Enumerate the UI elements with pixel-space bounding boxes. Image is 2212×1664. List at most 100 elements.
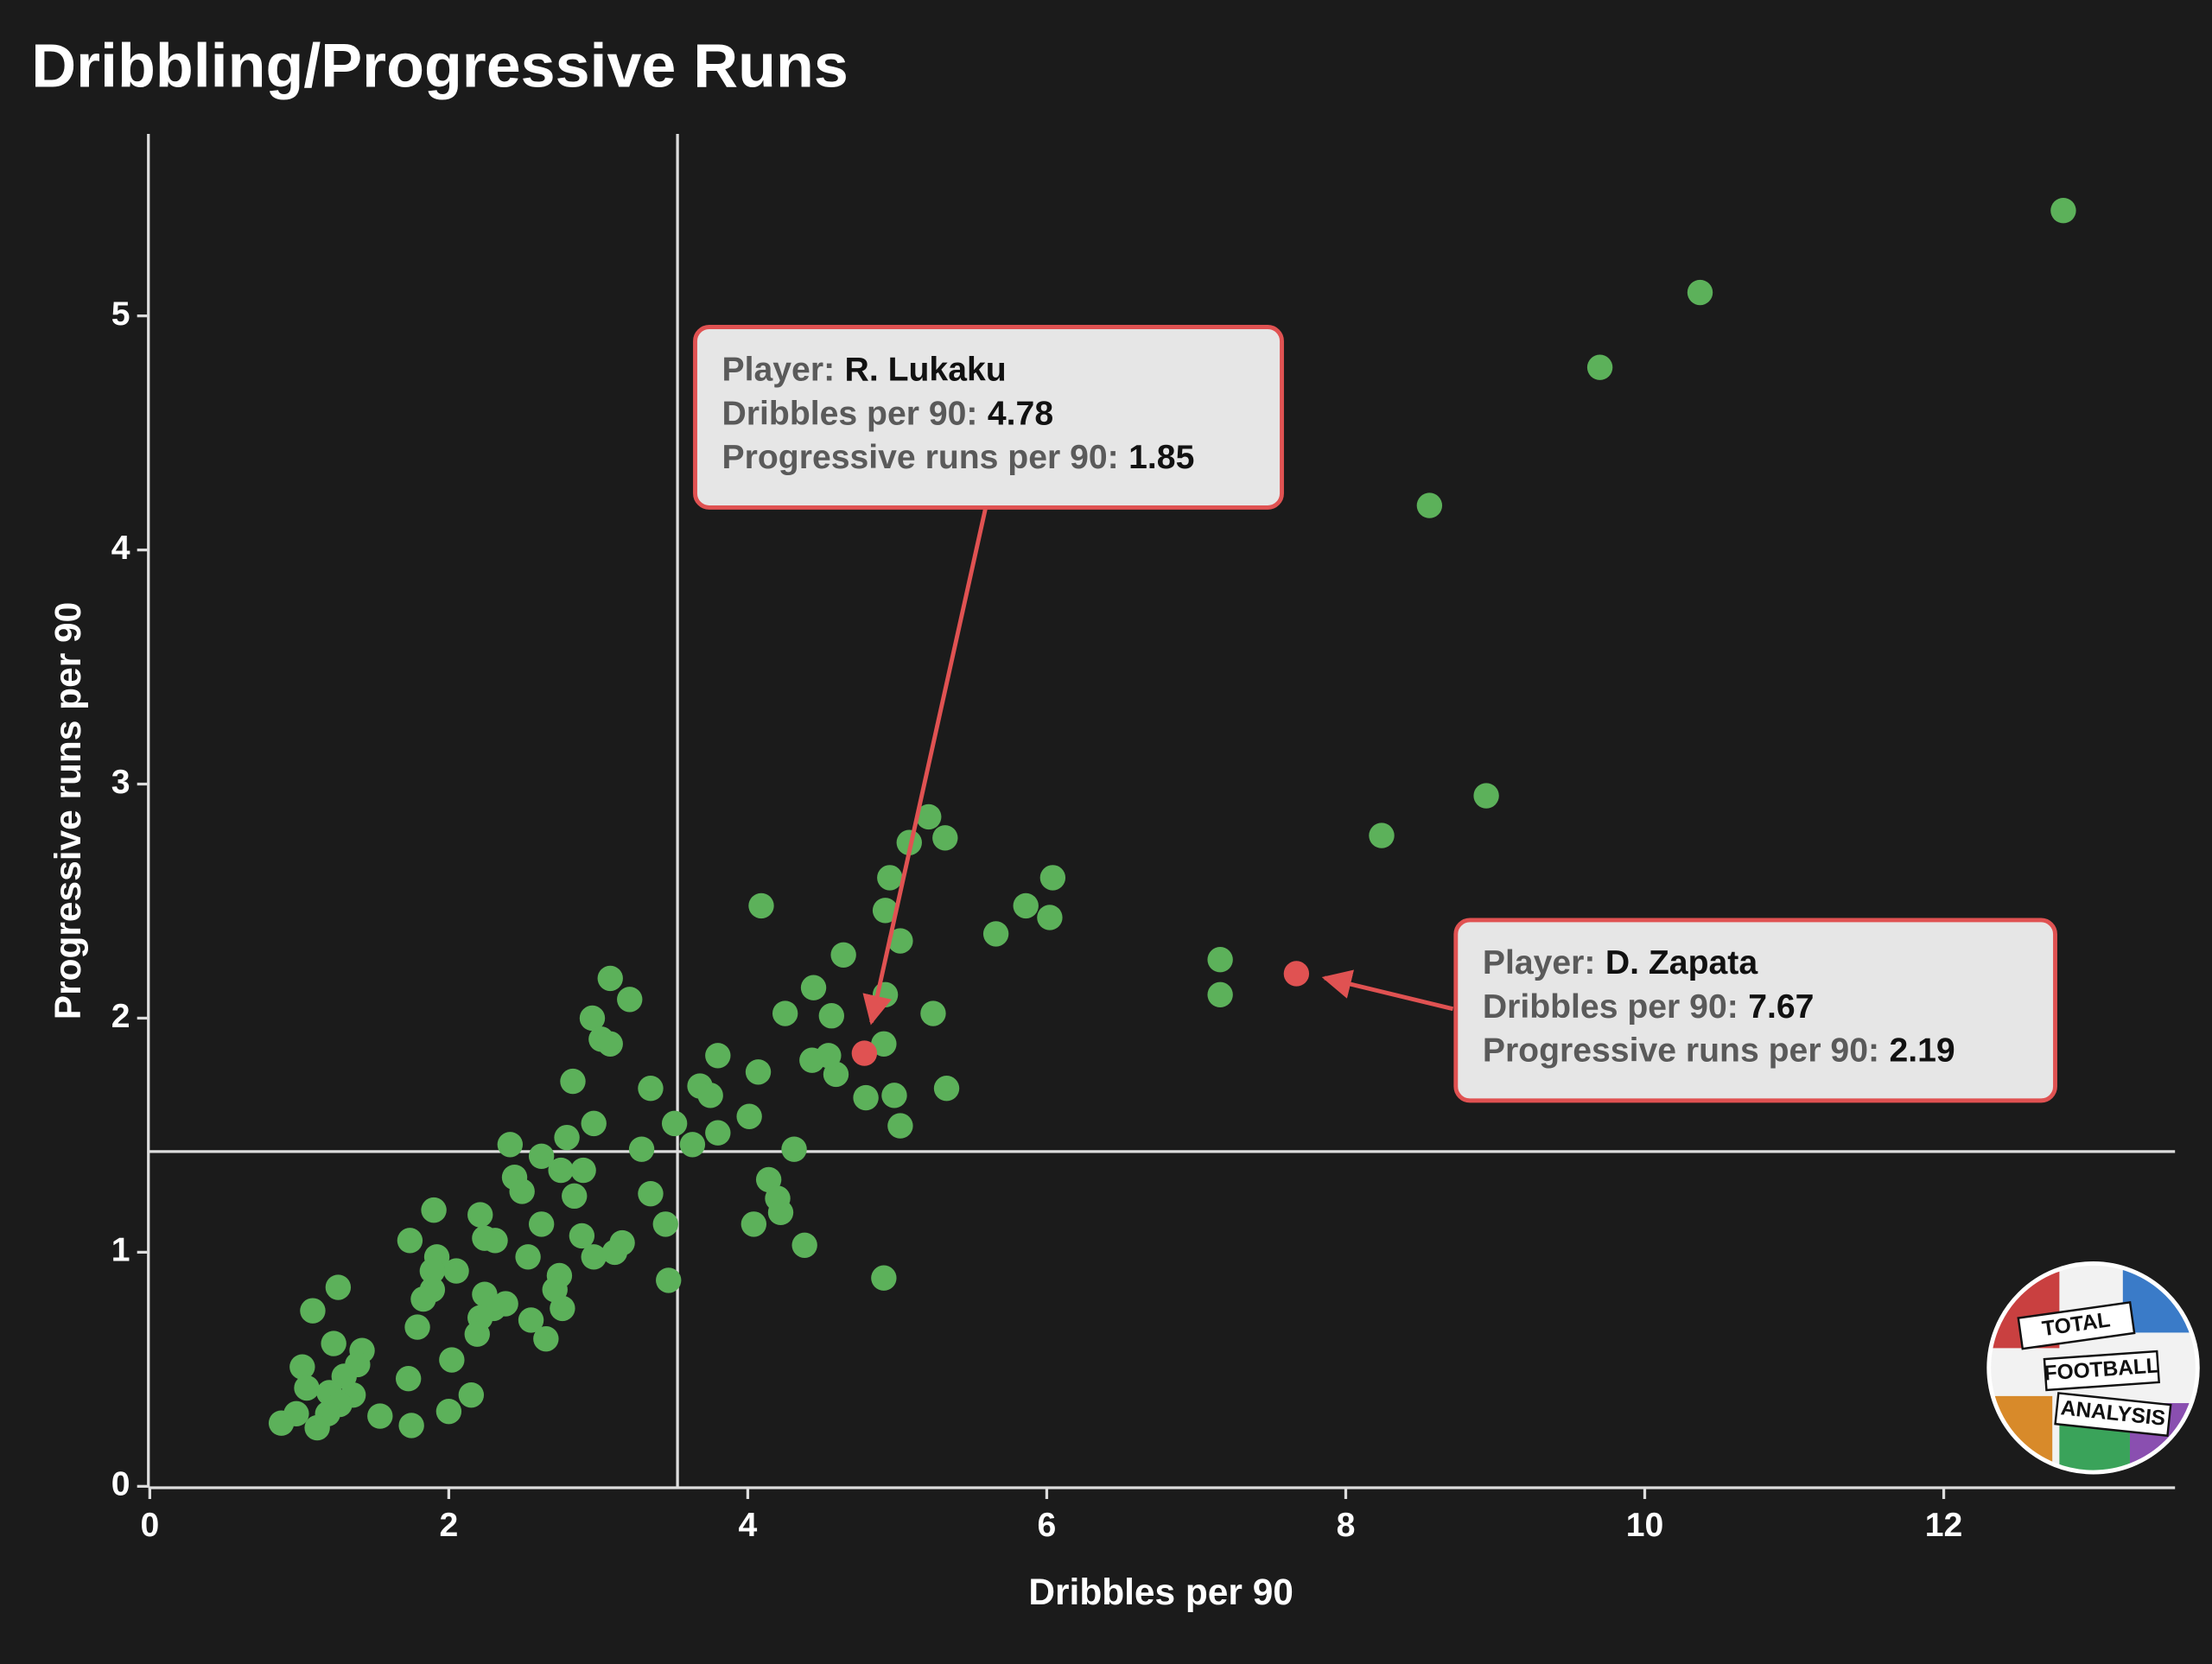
point (597, 1031, 623, 1057)
point (294, 1375, 320, 1401)
point (920, 1000, 946, 1026)
point (518, 1307, 544, 1333)
tooltip-value: 7.67 (1748, 988, 1814, 1026)
point (745, 1059, 772, 1085)
point (395, 1366, 422, 1392)
tooltip-line: Player: D. Zapata (1483, 945, 1758, 982)
point (628, 1136, 655, 1162)
y-tick-label: 4 (111, 530, 130, 567)
point (467, 1202, 493, 1228)
point (601, 1239, 628, 1266)
tooltip-line: Player: R. Lukaku (722, 352, 1007, 389)
point (548, 1157, 574, 1184)
point (705, 1043, 731, 1069)
point (321, 1331, 346, 1356)
point (398, 1413, 424, 1439)
tooltip-line: Dribbles per 90: 4.78 (722, 396, 1054, 433)
tooltip-label: Progressive runs per 90: (722, 439, 1119, 476)
point (1473, 783, 1499, 809)
point (661, 1110, 688, 1137)
point (697, 1083, 723, 1108)
point (1013, 892, 1039, 919)
point (1369, 822, 1395, 848)
point (419, 1258, 446, 1284)
tooltip-value: 1.85 (1128, 439, 1194, 476)
point (554, 1124, 580, 1151)
point (304, 1414, 330, 1441)
y-tick-label: 1 (111, 1232, 130, 1269)
highlight-point (1283, 961, 1310, 987)
point (638, 1076, 664, 1102)
point (638, 1180, 664, 1207)
tooltip-line: Progressive runs per 90: 1.85 (722, 439, 1195, 476)
point (533, 1325, 559, 1352)
y-tick-label: 5 (111, 295, 130, 333)
point (982, 921, 1009, 947)
logo-label-bg (2017, 1301, 2136, 1350)
point (579, 1005, 606, 1032)
point (781, 1136, 807, 1162)
point (458, 1381, 485, 1408)
logo-label-bg (2043, 1350, 2161, 1392)
point (767, 1199, 794, 1226)
tooltip-label: Dribbles per 90: (722, 396, 978, 433)
point (1207, 981, 1233, 1008)
x-tick-label: 0 (140, 1507, 159, 1544)
point (1039, 865, 1066, 891)
tooltip-value: 4.78 (988, 396, 1053, 433)
point (652, 1211, 678, 1237)
point (1416, 492, 1443, 518)
tooltip-arrow (1321, 969, 1454, 1012)
point (617, 987, 643, 1013)
tooltip-label: Progressive runs per 90: (1483, 1032, 1879, 1070)
point (830, 942, 856, 968)
point (493, 1291, 518, 1317)
point (705, 1120, 731, 1146)
point (560, 1068, 586, 1095)
point (404, 1314, 430, 1340)
point (881, 1083, 907, 1108)
point (1037, 905, 1063, 930)
point (597, 965, 623, 992)
point (515, 1244, 541, 1270)
point (268, 1410, 295, 1436)
point (871, 1265, 897, 1291)
point (435, 1398, 462, 1425)
tooltip-value: R. Lukaku (845, 352, 1007, 389)
x-tick-label: 4 (739, 1507, 758, 1544)
point (570, 1157, 596, 1184)
tooltip-value: 2.19 (1889, 1032, 1955, 1070)
point (367, 1403, 393, 1429)
point (528, 1143, 555, 1169)
x-axis-label: Dribbles per 90 (1028, 1572, 1294, 1612)
logo-ring (1986, 1261, 2200, 1475)
point (1586, 354, 1613, 380)
tooltip-label: Player: (722, 352, 836, 389)
point (1687, 279, 1713, 306)
point (325, 1274, 352, 1300)
highlight-point (851, 1040, 878, 1066)
point (581, 1244, 607, 1270)
y-tick-label: 3 (111, 764, 130, 801)
y-tick-label: 0 (111, 1466, 130, 1503)
point (932, 825, 958, 851)
point (464, 1321, 490, 1347)
point (772, 1000, 798, 1026)
point (741, 1211, 767, 1237)
point (289, 1354, 315, 1380)
x-tick-label: 8 (1337, 1507, 1356, 1544)
tooltip-box (693, 325, 1284, 510)
point (679, 1132, 706, 1158)
point (397, 1228, 423, 1254)
tooltip-box (1453, 918, 2057, 1103)
point (656, 1267, 682, 1293)
point (581, 1110, 607, 1137)
point (916, 803, 942, 830)
chart-title: Dribbling/Progressive Runs (31, 32, 849, 101)
point (300, 1298, 326, 1324)
point (872, 898, 899, 924)
point (443, 1258, 469, 1284)
point (528, 1211, 555, 1237)
